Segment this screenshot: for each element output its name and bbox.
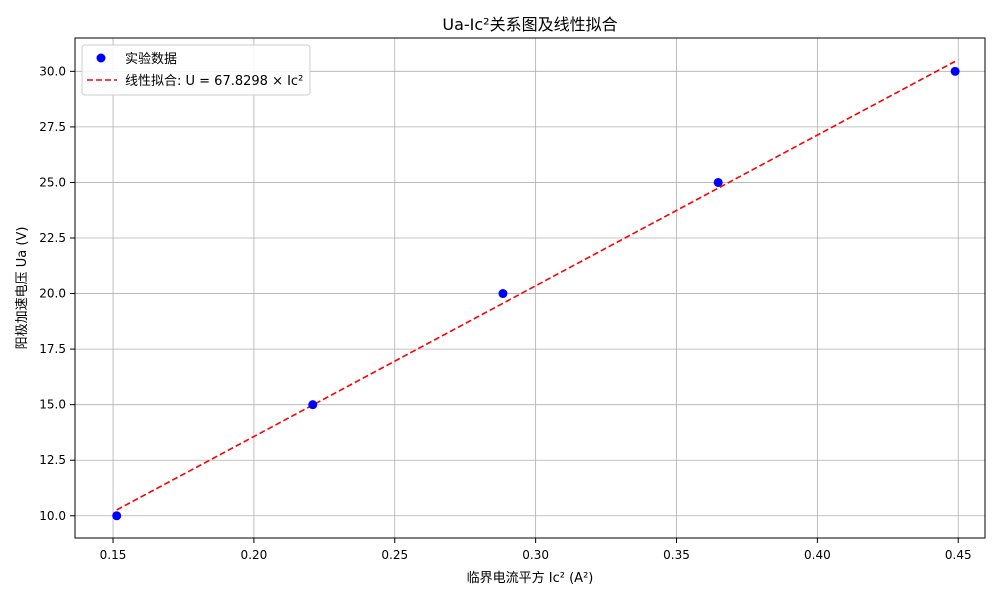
y-tick-label: 30.0: [39, 64, 66, 78]
y-tick-label: 27.5: [39, 120, 66, 134]
data-point: [950, 66, 960, 76]
legend: 实验数据 线性拟合: U = 67.8298 × Ic²: [81, 44, 311, 96]
x-axis-label: 临界电流平方 Ic² (A²): [467, 570, 594, 586]
legend-marker-scatter: [96, 53, 106, 63]
data-point: [308, 400, 318, 410]
plot-frame: [74, 37, 986, 539]
x-tick-label: 0.15: [100, 548, 127, 562]
legend-label-line: 线性拟合: U = 67.8298 × Ic²: [125, 74, 303, 89]
y-axis-label: 阳极加速电压 Ua (V): [15, 227, 30, 350]
y-tick-label: 17.5: [39, 342, 66, 356]
x-axis: 0.15 0.20 0.25 0.30 0.35 0.40 0.45: [100, 538, 972, 562]
data-point: [112, 511, 122, 521]
legend-label-scatter: 实验数据: [125, 51, 177, 67]
chart-title: Ua-Ic²关系图及线性拟合: [442, 15, 617, 34]
data-point: [498, 289, 508, 299]
y-axis: 10.0 12.5 15.0 17.5 20.0 22.5 25.0 27.5 30.0: [39, 64, 75, 523]
x-tick-label: 0.45: [945, 548, 972, 562]
y-tick-label: 10.0: [39, 509, 66, 523]
x-tick-label: 0.40: [804, 548, 831, 562]
y-tick-label: 22.5: [39, 231, 66, 245]
grid: [75, 38, 985, 538]
y-tick-label: 15.0: [39, 398, 66, 412]
y-tick-label: 12.5: [39, 453, 66, 467]
fit-series: [116, 60, 956, 511]
data-point: [713, 177, 723, 187]
x-tick-label: 0.30: [522, 548, 549, 562]
y-tick-label: 20.0: [39, 287, 66, 301]
x-tick-label: 0.35: [663, 548, 690, 562]
scatter-series: [112, 66, 960, 521]
x-tick-label: 0.25: [381, 548, 408, 562]
y-tick-label: 25.0: [39, 175, 66, 189]
legend-box: [81, 44, 311, 96]
fit-line: [116, 60, 956, 511]
x-tick-label: 0.20: [241, 548, 268, 562]
